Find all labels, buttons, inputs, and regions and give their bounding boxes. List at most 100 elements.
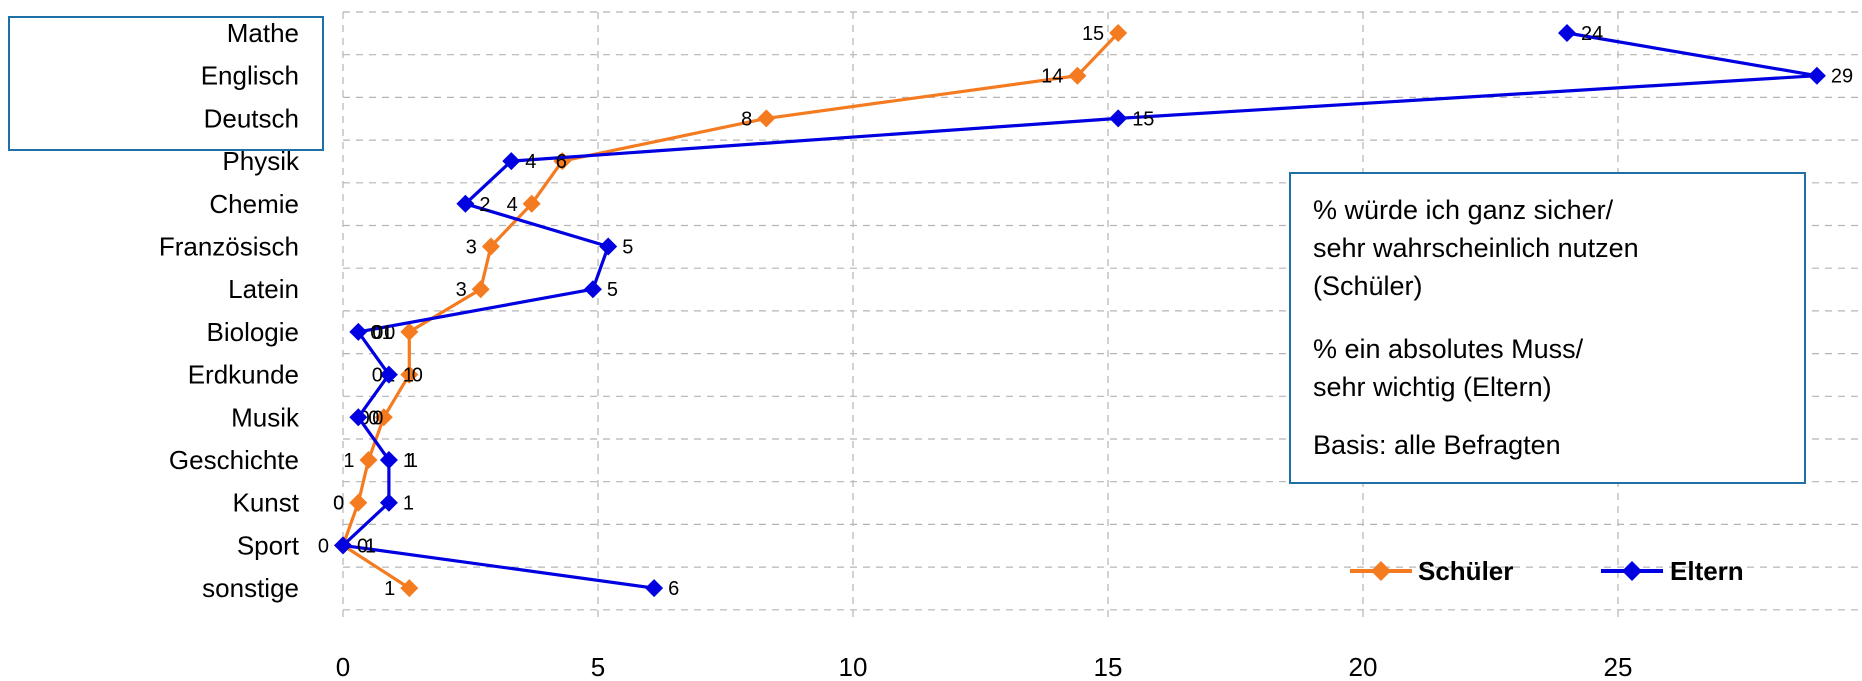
- annotation-line: sehr wahrscheinlich nutzen: [1313, 233, 1639, 263]
- data-label-overlap: 1: [365, 535, 376, 557]
- legend-label-schueler: Schüler: [1418, 556, 1513, 586]
- data-label: 0: [384, 322, 395, 344]
- category-label: Erdkunde: [188, 360, 299, 390]
- data-point: [379, 451, 398, 469]
- x-tick-label: 10: [839, 652, 868, 681]
- data-label: 8: [741, 108, 752, 130]
- data-point: [481, 237, 500, 256]
- category-label: Musik: [231, 402, 300, 432]
- data-point: [1558, 24, 1576, 42]
- series-line: [341, 31, 1120, 590]
- data-point: [456, 194, 475, 213]
- data-point: [349, 493, 368, 512]
- data-label-overlap: 0: [333, 493, 344, 515]
- annotation-line: % ein absolutes Muss/: [1313, 334, 1584, 364]
- data-label: 0: [333, 493, 344, 515]
- data-point: [757, 109, 776, 128]
- x-tick-label: 5: [591, 652, 605, 681]
- category-label: Biologie: [206, 317, 299, 347]
- category-label: Englisch: [201, 61, 299, 91]
- data-label: 1: [403, 450, 414, 472]
- data-label: 0: [318, 535, 329, 557]
- x-tick-label: 0: [336, 652, 350, 681]
- legend-label-eltern: Eltern: [1670, 556, 1744, 586]
- data-label: 0: [372, 322, 383, 344]
- legend-item-schueler: Schüler: [1350, 556, 1513, 586]
- category-label: Sport: [237, 530, 300, 560]
- data-label: 2: [479, 194, 490, 216]
- data-point: [334, 536, 352, 555]
- data-point: [400, 322, 419, 341]
- category-label: Deutsch: [204, 103, 299, 133]
- category-label: Chemie: [209, 189, 299, 219]
- data-point: [645, 579, 664, 598]
- annotation-box: % würde ich ganz sicher/ sehr wahrschein…: [1289, 172, 1806, 484]
- data-label: 3: [456, 279, 467, 301]
- data-label: 14: [1041, 66, 1063, 88]
- data-label: 0: [372, 407, 383, 429]
- data-label: 1: [403, 493, 414, 515]
- data-point: [583, 280, 602, 299]
- category-label: Mathe: [227, 18, 299, 48]
- data-point: [1109, 24, 1128, 42]
- data-point: [1109, 109, 1128, 128]
- annotation-line: % würde ich ganz sicher/: [1313, 195, 1614, 225]
- data-label: 3: [466, 237, 477, 259]
- series-schueler: 151484330101001: [318, 23, 1128, 600]
- data-label-overlap: 1: [407, 450, 418, 472]
- category-label: Kunst: [233, 488, 300, 518]
- data-label: 0: [357, 535, 368, 557]
- category-labels: Mathe Englisch Deutsch Physik Chemie Französi…: [159, 18, 300, 603]
- data-point: [502, 152, 521, 171]
- category-label: Latein: [228, 274, 299, 304]
- data-label: 5: [622, 237, 633, 259]
- x-tick-label: 15: [1094, 652, 1123, 681]
- data-point: [349, 322, 368, 341]
- x-tick-labels: 05101520253: [336, 652, 1633, 681]
- data-label-overlap: 0: [368, 407, 379, 429]
- data-point: [374, 408, 393, 427]
- legend-item-eltern: Eltern: [1601, 556, 1744, 586]
- data-label: 15: [1082, 23, 1104, 45]
- data-label-overlap: 6: [556, 151, 567, 173]
- data-point: [400, 579, 419, 598]
- data-point: [1068, 66, 1087, 85]
- data-label: 6: [668, 578, 679, 600]
- data-point: [379, 365, 398, 384]
- data-label: 29: [1831, 66, 1853, 88]
- x-tick-label: 20: [1349, 652, 1378, 681]
- data-point: [359, 451, 378, 469]
- data-label: 24: [1581, 23, 1603, 45]
- category-label: sonstige: [202, 573, 299, 603]
- category-highlight-box: [8, 16, 324, 151]
- data-point: [522, 194, 541, 213]
- annotation-line: (Schüler): [1313, 271, 1423, 301]
- legend: Schüler Eltern: [1350, 556, 1744, 586]
- data-label: 1: [343, 450, 354, 472]
- annotation-line: sehr wichtig (Eltern): [1313, 372, 1552, 402]
- series-group: 15148433010100124291542550101106: [318, 23, 1853, 600]
- category-label: Physik: [222, 146, 300, 176]
- data-point: [1807, 66, 1826, 85]
- data-label-overlap: 0: [412, 365, 423, 387]
- data-label: 5: [607, 279, 618, 301]
- data-point: [379, 493, 398, 512]
- category-label: Geschichte: [169, 445, 299, 475]
- data-point: [349, 408, 368, 427]
- data-label-overlap: 1: [382, 322, 393, 344]
- annotation-line: Basis: alle Befragten: [1313, 430, 1561, 460]
- category-label: Französisch: [159, 232, 299, 262]
- data-label: 4: [507, 194, 518, 216]
- data-label: 15: [1132, 108, 1154, 130]
- x-tick-label: 25: [1604, 652, 1633, 681]
- data-point: [471, 280, 490, 299]
- data-label: 1: [384, 578, 395, 600]
- data-label-overlap: 0: [372, 365, 383, 387]
- data-point: [400, 365, 419, 384]
- data-point: [599, 237, 618, 256]
- data-label: 1: [403, 365, 414, 387]
- data-label-overlap: 0: [370, 322, 381, 344]
